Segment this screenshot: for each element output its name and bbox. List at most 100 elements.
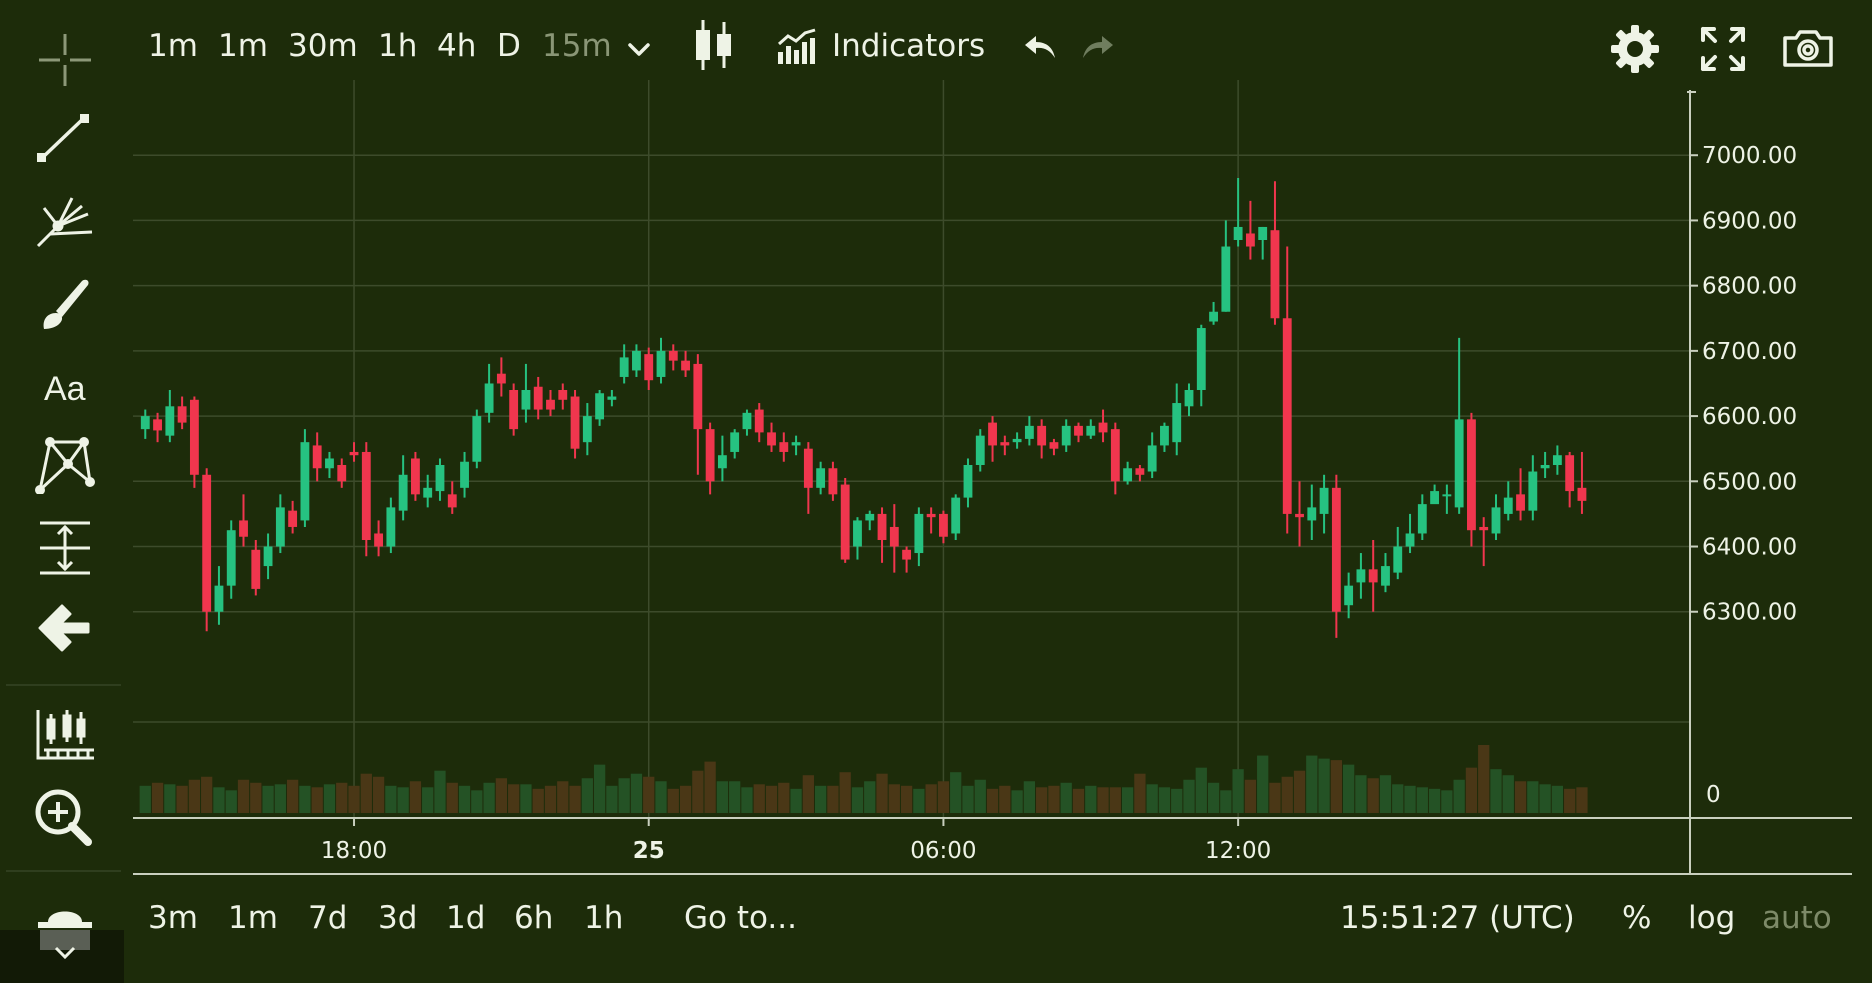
range-1m[interactable]: 1m <box>228 900 278 936</box>
indicators-icon[interactable] <box>776 28 820 64</box>
volume-bar <box>1490 769 1502 813</box>
candle-body <box>496 373 506 384</box>
chart-scale-icon[interactable] <box>30 706 100 766</box>
log-scale-toggle[interactable]: log <box>1688 900 1736 936</box>
candle-body <box>1123 468 1133 482</box>
timeframe-1m-b[interactable]: 1m <box>218 28 268 64</box>
camera-icon[interactable] <box>1782 28 1834 68</box>
percent-scale-toggle[interactable]: % <box>1622 900 1652 936</box>
brush-icon[interactable] <box>30 275 100 335</box>
volume-bar <box>557 781 569 813</box>
volume-bar <box>1355 775 1367 813</box>
volume-bar <box>802 775 814 813</box>
candle-body <box>1037 425 1047 446</box>
volume-bar <box>1379 775 1392 813</box>
text-tool-icon[interactable]: Aa <box>30 356 100 416</box>
undo-icon[interactable] <box>1022 32 1058 62</box>
timeframe-30m[interactable]: 30m <box>288 28 358 64</box>
timeframe-4h[interactable]: 4h <box>437 28 477 64</box>
lock-icon[interactable] <box>30 896 100 956</box>
volume-bar <box>765 785 778 813</box>
volume-bar <box>323 784 336 813</box>
range-3d[interactable]: 3d <box>378 900 418 936</box>
candle-body <box>1221 246 1231 312</box>
volume-bar <box>434 770 446 813</box>
candle-body <box>1491 507 1501 534</box>
time-tick-label: 18:00 <box>321 838 387 864</box>
candle-body <box>140 416 150 430</box>
fullscreen-icon[interactable] <box>1700 26 1746 72</box>
candle-body <box>1270 230 1280 319</box>
auto-scale-toggle[interactable]: auto <box>1762 900 1832 936</box>
range-3m[interactable]: 3m <box>148 900 198 936</box>
volume-bar <box>790 788 802 813</box>
candle-body <box>1233 226 1243 240</box>
candle-body <box>1086 425 1096 436</box>
utc-clock[interactable]: 15:51:27 (UTC) <box>1340 900 1575 936</box>
redo-icon[interactable] <box>1080 32 1116 62</box>
candle-body <box>325 458 334 469</box>
eraser-arrow-icon[interactable] <box>30 598 100 658</box>
time-tick-label: 06:00 <box>910 838 976 864</box>
volume-bar <box>164 784 176 813</box>
candle-body <box>214 585 224 612</box>
volume-bar <box>520 784 532 813</box>
volume-bar <box>679 785 692 813</box>
timeframe-15m-selected[interactable]: 15m <box>542 28 612 64</box>
volume-bar <box>237 779 250 813</box>
candle-body <box>632 350 641 371</box>
volume-bar <box>1121 787 1134 813</box>
measure-range-icon[interactable] <box>30 518 100 578</box>
candle-body <box>251 549 261 589</box>
crosshair-icon[interactable] <box>30 30 100 90</box>
volume-bar <box>667 788 679 813</box>
chevron-down-small-icon[interactable] <box>30 938 100 968</box>
candlestick-chart-type-icon[interactable] <box>692 18 736 72</box>
candle-body <box>165 406 175 436</box>
candle-body <box>1245 233 1255 247</box>
timeframe-1m-a[interactable]: 1m <box>148 28 198 64</box>
volume-bar <box>348 785 360 813</box>
price-tick-label: 7000.00 <box>1702 143 1797 169</box>
trend-line-icon[interactable] <box>30 108 100 168</box>
volume-bar <box>1269 782 1281 813</box>
candle-body <box>460 461 469 488</box>
volume-bar <box>1318 758 1330 813</box>
volume-bar <box>1416 787 1428 813</box>
volume-bar <box>1527 781 1539 813</box>
price-tick-label: 6800.00 <box>1702 274 1797 300</box>
candlesticks <box>140 178 1587 638</box>
pattern-xabcd-icon[interactable] <box>30 434 100 495</box>
candle-body <box>312 445 322 469</box>
go-to-date-button[interactable]: Go to... <box>684 900 797 936</box>
volume-bar <box>1367 778 1379 813</box>
candle-body <box>607 396 617 400</box>
volume-bar <box>274 784 286 813</box>
volume-bar <box>495 778 508 813</box>
candle-body <box>1196 328 1206 390</box>
pitchfork-icon[interactable] <box>30 192 100 252</box>
candle-body <box>1147 445 1157 472</box>
timeframe-d[interactable]: D <box>497 28 521 64</box>
range-6h[interactable]: 6h <box>514 900 554 936</box>
volume-bar <box>888 784 900 813</box>
candle-body <box>1368 569 1378 583</box>
range-1d[interactable]: 1d <box>446 900 486 936</box>
indicators-button[interactable]: Indicators <box>832 28 986 64</box>
candle-body <box>1319 487 1329 514</box>
volume-bar <box>643 776 655 813</box>
range-1h[interactable]: 1h <box>584 900 624 936</box>
gear-icon[interactable] <box>1610 24 1660 74</box>
candle-body <box>1049 442 1059 449</box>
volume-zero-label: 0 <box>1706 782 1721 808</box>
volume-bar <box>1220 790 1232 813</box>
zoom-in-icon[interactable] <box>30 786 100 846</box>
sidebar-divider <box>6 684 121 686</box>
timeframe-1h[interactable]: 1h <box>378 28 418 64</box>
chevron-down-icon[interactable] <box>626 38 652 62</box>
volume-bar <box>1036 787 1048 813</box>
volume-bar <box>1244 779 1257 813</box>
range-7d[interactable]: 7d <box>308 900 348 936</box>
candle-body <box>1295 513 1304 518</box>
